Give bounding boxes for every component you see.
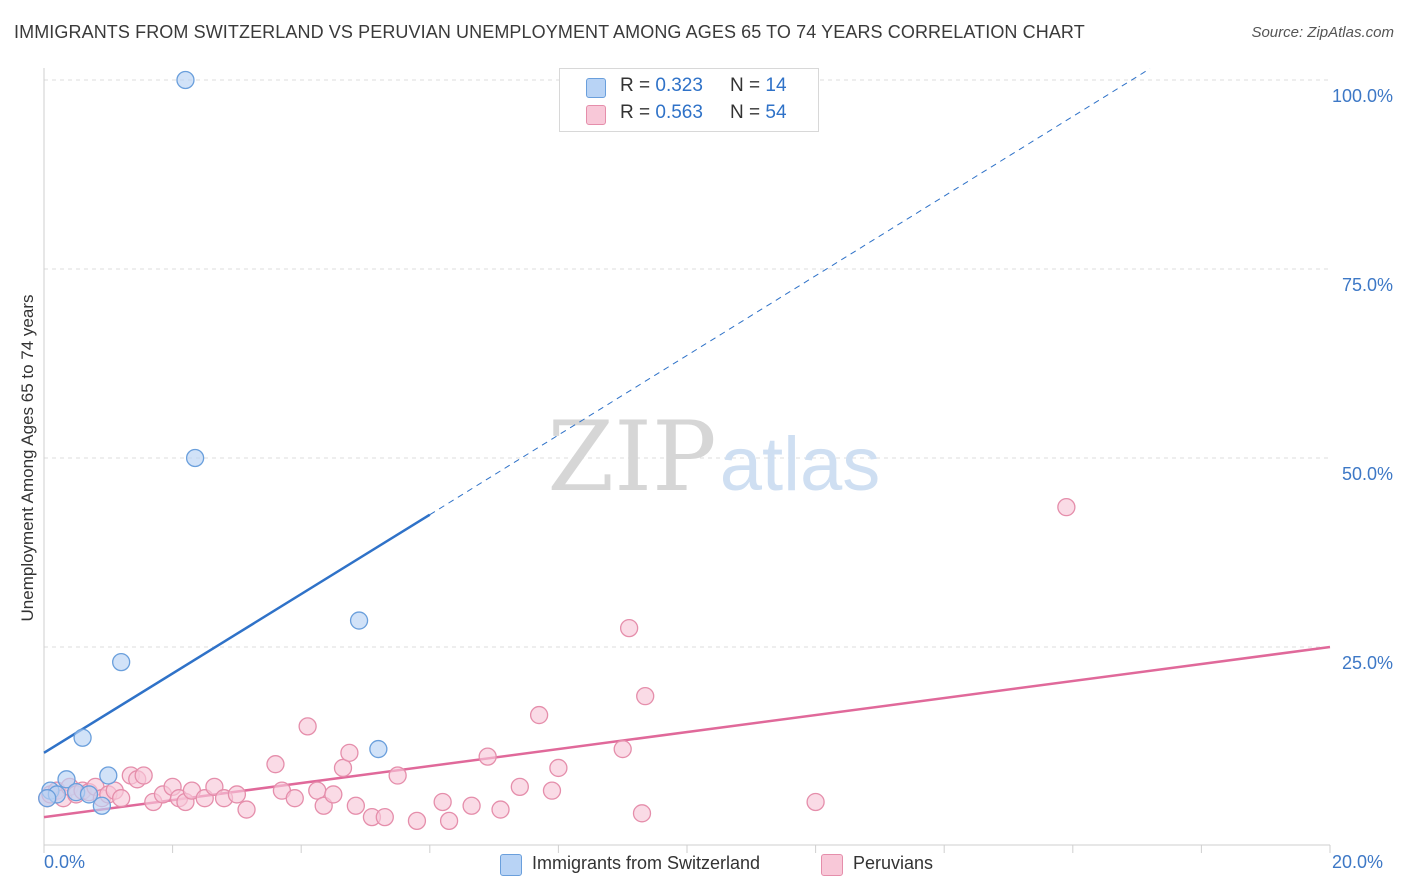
r-value: 0.563 bbox=[655, 102, 703, 123]
point-pink bbox=[285, 789, 304, 808]
chart-title: IMMIGRANTS FROM SWITZERLAND VS PERUVIAN … bbox=[14, 22, 1085, 42]
point-pink bbox=[1057, 497, 1076, 517]
point-pink bbox=[375, 807, 394, 827]
point-pink bbox=[134, 766, 153, 785]
data-points bbox=[38, 70, 1076, 831]
watermark-atlas: atlas bbox=[720, 422, 881, 507]
stats-row-peruvians: R = 0.563 N = 54 bbox=[560, 102, 818, 128]
trend-extension-blue bbox=[429, 68, 1151, 516]
stats-legend: R = 0.323 N = 14 R = 0.563 N = 54 bbox=[559, 68, 819, 132]
source-credit: Source: ZipAtlas.com bbox=[1251, 24, 1394, 41]
r-label: R = bbox=[620, 75, 651, 96]
y-tick-label: 25.0% bbox=[1341, 653, 1393, 673]
axes bbox=[43, 68, 1331, 853]
point-pink bbox=[298, 717, 317, 736]
grid-lines bbox=[44, 79, 1330, 648]
point-pink bbox=[462, 796, 481, 815]
point-pink bbox=[491, 800, 510, 819]
x-tick-max: 20.0% bbox=[1332, 852, 1384, 872]
point-pink bbox=[806, 792, 825, 812]
n-value: 14 bbox=[765, 75, 787, 96]
point-pink bbox=[333, 758, 353, 778]
point-blue bbox=[92, 796, 112, 815]
point-pink bbox=[542, 781, 562, 800]
point-pink bbox=[549, 758, 568, 778]
x-tick-min: 0.0% bbox=[44, 852, 86, 872]
point-pink bbox=[619, 618, 639, 638]
point-pink bbox=[346, 796, 366, 815]
point-pink bbox=[478, 747, 497, 766]
point-blue bbox=[57, 770, 76, 789]
swatch-pink bbox=[586, 105, 606, 125]
point-pink bbox=[636, 686, 655, 706]
legend-swatch-pink bbox=[821, 854, 843, 876]
point-pink bbox=[112, 789, 131, 808]
point-blue bbox=[349, 611, 369, 630]
trend-lines bbox=[43, 68, 1331, 819]
point-blue bbox=[38, 789, 57, 808]
point-blue bbox=[176, 70, 195, 90]
stats-row-switzerland: R = 0.323 N = 14 bbox=[560, 75, 818, 101]
swatch-blue bbox=[586, 78, 606, 98]
legend-label: Immigrants from Switzerland bbox=[532, 853, 761, 873]
legend-swatch-blue bbox=[500, 854, 522, 876]
y-tick-label: 75.0% bbox=[1341, 275, 1393, 295]
point-pink bbox=[407, 811, 427, 831]
legend-label: Peruvians bbox=[853, 853, 934, 873]
point-blue bbox=[369, 739, 388, 759]
trend-line-blue bbox=[43, 513, 431, 754]
n-label: N = bbox=[730, 102, 761, 123]
point-pink bbox=[266, 755, 285, 774]
r-label: R = bbox=[620, 102, 651, 123]
n-value: 54 bbox=[765, 102, 787, 123]
y-tick-label: 100.0% bbox=[1331, 86, 1393, 106]
series-legend: Immigrants from Switzerland Peruvians bbox=[0, 852, 1406, 880]
point-pink bbox=[227, 785, 247, 804]
point-pink bbox=[324, 785, 343, 804]
watermark: ZIP atlas bbox=[547, 401, 880, 513]
point-blue bbox=[185, 448, 205, 468]
watermark-zip: ZIP bbox=[547, 401, 716, 513]
n-label: N = bbox=[730, 75, 761, 96]
point-blue bbox=[112, 652, 131, 672]
point-pink bbox=[613, 739, 632, 759]
point-blue bbox=[99, 766, 118, 785]
point-pink bbox=[237, 800, 256, 819]
point-pink bbox=[529, 705, 549, 725]
point-pink bbox=[510, 777, 529, 797]
point-pink bbox=[632, 804, 652, 823]
r-value: 0.323 bbox=[655, 75, 703, 96]
trend-line-pink bbox=[43, 645, 1331, 819]
point-pink bbox=[439, 811, 459, 831]
point-blue bbox=[79, 785, 99, 804]
y-tick-label: 50.0% bbox=[1341, 464, 1393, 484]
point-pink bbox=[340, 743, 359, 762]
point-pink bbox=[433, 792, 452, 812]
point-pink bbox=[308, 781, 327, 800]
point-pink bbox=[388, 766, 407, 785]
point-blue bbox=[73, 728, 92, 747]
